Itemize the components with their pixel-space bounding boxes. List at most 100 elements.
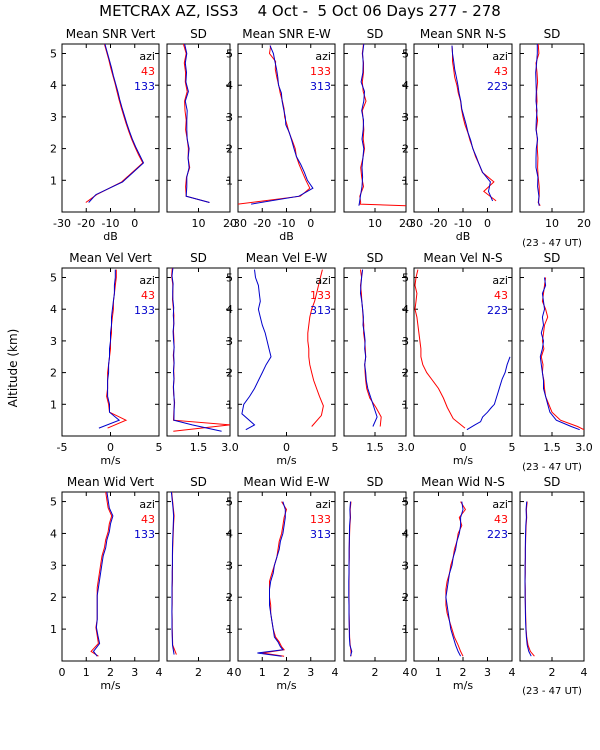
y-tick-label: 1 (402, 398, 409, 411)
series-line-2 (171, 268, 222, 432)
y-axis-label: Altitude (km) (6, 329, 20, 408)
panel-3-5: Mean Wid N-S 1 2 3 4 5 0 1 2 3 4 m/s azi 43 223 (402, 475, 516, 692)
time-range-label-row3: (23 - 47 UT) (522, 686, 582, 697)
panel-3-2: SD 2 4 (166, 475, 234, 679)
x-tick-label: 4 (581, 666, 588, 679)
legend-heading: azi (492, 274, 508, 287)
x-tick-label: 4 (227, 666, 234, 679)
panel-3-4: SD 2 4 (343, 475, 410, 679)
series-line-1 (238, 45, 311, 205)
panel-title: SD (190, 27, 207, 41)
legend-label-1: 43 (141, 65, 155, 78)
x-tick-label: 20 (577, 217, 591, 230)
panel-1-1: Mean SNR Vert 1 2 3 4 5 -30 -20 -10 0 dB azi 43 133 (50, 27, 160, 243)
series-line-2 (257, 501, 286, 657)
x-tick-label: 0 (59, 666, 66, 679)
y-tick-label: 3 (402, 559, 409, 572)
x-tick-label: -30 (229, 217, 247, 230)
panel-title: SD (544, 475, 561, 489)
x-axis-unit: m/s (453, 454, 473, 467)
x-tick-label: -5 (57, 441, 68, 454)
panel-frame (519, 43, 585, 213)
legend-label-1: 43 (141, 289, 155, 302)
y-tick-label: 4 (226, 79, 233, 92)
figure-title: METCRAX AZ, ISS3 4 Oct - 5 Oct 06 Days 2… (99, 2, 501, 20)
y-tick-label: 2 (226, 143, 233, 156)
series-line-1 (540, 277, 584, 431)
panel-title: SD (544, 27, 561, 41)
legend-label-2: 133 (134, 304, 155, 317)
panel-1-5: Mean SNR N-S 1 2 3 4 5 -30 -20 -10 0 dB azi 43 223 (402, 27, 513, 243)
y-tick-label: 2 (226, 591, 233, 604)
panel-title: Mean SNR E-W (242, 27, 331, 41)
y-tick-label: 1 (226, 398, 233, 411)
y-tick-label: 5 (402, 48, 409, 61)
series-line-1 (262, 501, 288, 657)
panel-2-1: Mean Vel Vert 1 2 3 4 5 -5 0 5 m/s azi 43 133 (50, 251, 163, 467)
series-line-1 (182, 44, 210, 203)
y-tick-label: 2 (402, 367, 409, 380)
panel-title: SD (190, 475, 207, 489)
y-tick-label: 1 (50, 398, 57, 411)
series-line-1 (359, 44, 406, 207)
legend-label-2: 223 (487, 528, 508, 541)
series-line-2 (524, 501, 532, 657)
y-tick-label: 5 (226, 496, 233, 509)
panel-3-3: Mean Wid E-W 1 2 3 4 5 0 1 2 3 4 m/s azi 133 313 (226, 475, 339, 692)
y-tick-label: 3 (226, 111, 233, 124)
series-line-1 (359, 269, 382, 427)
series-line-1 (171, 268, 230, 432)
legend-heading: azi (139, 50, 155, 63)
legend-label-1: 133 (310, 289, 331, 302)
series-line-1 (90, 492, 113, 657)
legend-heading: azi (315, 50, 331, 63)
y-tick-label: 1 (50, 623, 57, 636)
x-axis-unit: dB (103, 230, 118, 243)
y-tick-label: 4 (50, 79, 57, 92)
x-tick-label: 2 (372, 666, 379, 679)
panel-title: Mean Vel E-W (246, 251, 328, 265)
y-tick-label: 4 (402, 79, 409, 92)
panel-2-5: Mean Vel N-S 1 2 3 4 5 0 5 m/s azi 43 223 (402, 251, 516, 467)
y-tick-label: 3 (226, 559, 233, 572)
x-tick-label: -20 (77, 217, 95, 230)
legend-heading: azi (315, 274, 331, 287)
panel-frame (166, 43, 231, 213)
x-tick-label: -10 (102, 217, 120, 230)
x-tick-label: 0 (484, 217, 491, 230)
panel-title: SD (190, 251, 207, 265)
x-tick-label: 3.0 (575, 441, 593, 454)
panel-title: Mean Wid Vert (67, 475, 154, 489)
panel-2-4: SD 1.5 3.0 (343, 251, 415, 454)
series-line-2 (359, 269, 378, 427)
x-tick-label: 0 (307, 217, 314, 230)
legend-label-2: 133 (134, 80, 155, 93)
x-tick-label: 4 (156, 666, 163, 679)
y-tick-label: 3 (402, 335, 409, 348)
series-line-2 (98, 269, 121, 429)
x-tick-label: 1 (259, 666, 266, 679)
y-tick-label: 2 (226, 367, 233, 380)
x-tick-label: 1.5 (366, 441, 384, 454)
series-line-1 (414, 269, 466, 429)
legend-label-2: 313 (310, 304, 331, 317)
y-tick-label: 2 (50, 591, 57, 604)
panel-1-2: SD 10 20 (166, 27, 237, 230)
x-tick-label: 2 (549, 666, 556, 679)
panel-title: Mean Vel N-S (423, 251, 502, 265)
x-tick-label: 0 (411, 666, 418, 679)
x-tick-label: 2 (460, 666, 467, 679)
x-tick-label: 4 (332, 666, 339, 679)
panel-title: SD (367, 475, 384, 489)
series-line-2 (251, 45, 314, 205)
y-tick-label: 1 (402, 623, 409, 636)
panel-frame (343, 43, 407, 213)
x-tick-label: 3 (484, 666, 491, 679)
x-tick-label: 3.0 (221, 441, 239, 454)
y-tick-label: 4 (402, 303, 409, 316)
panel-2-3: Mean Vel E-W 1 2 3 4 5 0 5 m/s azi 133 313 (226, 251, 339, 467)
legend-label-1: 43 (494, 513, 508, 526)
x-tick-label: 3 (307, 666, 314, 679)
legend-label-1: 43 (141, 513, 155, 526)
panel-title: Mean SNR N-S (420, 27, 506, 41)
